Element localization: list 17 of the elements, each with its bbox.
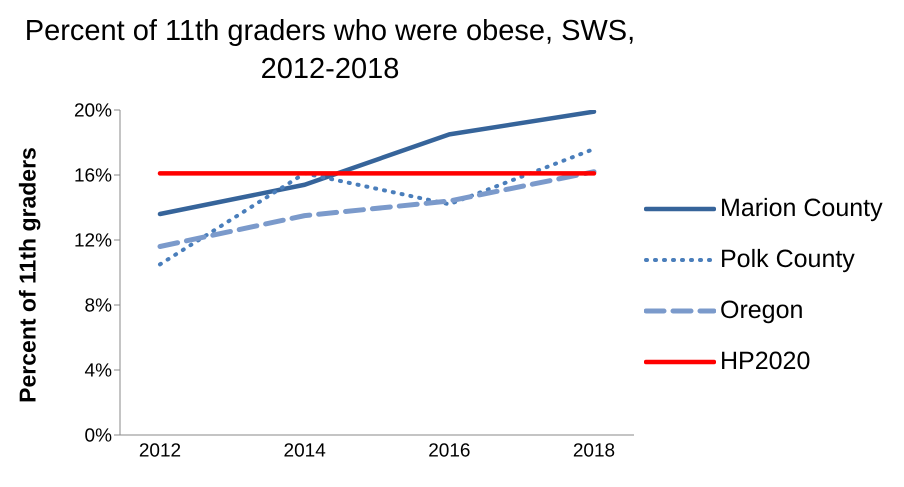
- legend-label: Marion County: [719, 194, 884, 223]
- y-axis-title: Percent of 11th graders: [14, 147, 42, 403]
- y-tick-label: 4%: [84, 360, 112, 382]
- y-tick-label: 8%: [84, 296, 112, 317]
- line-series: [158, 110, 596, 216]
- x-tick-label: 2014: [284, 440, 326, 462]
- y-tick-label: 16%: [74, 166, 112, 187]
- y-tick-label: 0%: [84, 426, 112, 447]
- x-tick-label: 2016: [428, 440, 470, 462]
- x-tick-label: 2018: [572, 440, 616, 462]
- legend-label: Oregon: [719, 296, 804, 325]
- legend-label: HP2020: [719, 347, 812, 376]
- x-tick-label: 2012: [138, 440, 182, 462]
- chart-title: Percent of 11th graders who were obese, SWS, 2012-2018: [24, 14, 636, 87]
- legend-label: Polk County: [719, 245, 856, 274]
- y-tick-label: 12%: [74, 230, 112, 252]
- y-tick-label: 20%: [74, 100, 112, 122]
